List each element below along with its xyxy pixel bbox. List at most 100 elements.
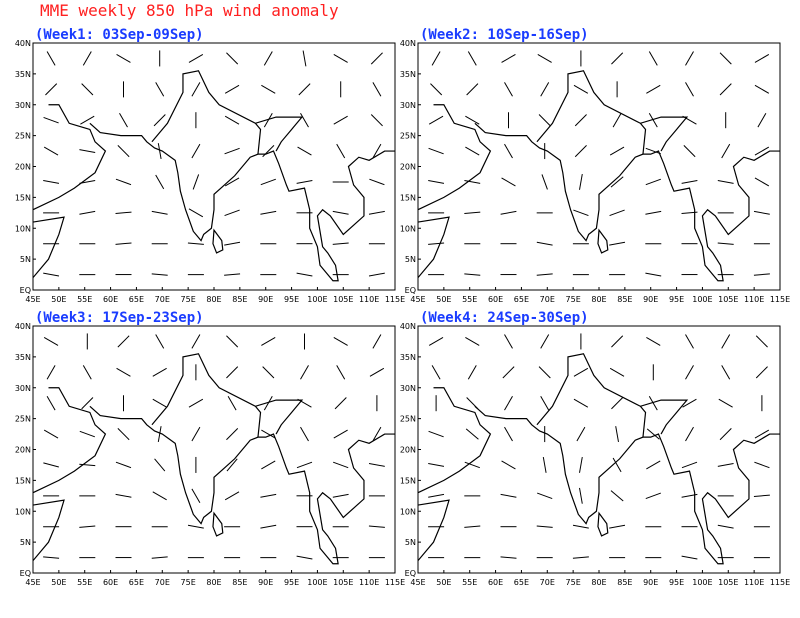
wind-vector — [372, 143, 382, 159]
wind-vector — [431, 365, 441, 380]
wind-vector — [467, 51, 477, 66]
wind-vector — [681, 555, 698, 560]
wind-vector — [191, 334, 201, 349]
wind-vector — [609, 146, 625, 156]
x-tick-label: 75E — [181, 295, 196, 304]
wind-vector — [370, 114, 383, 127]
wind-vector — [263, 51, 273, 66]
panel-title: (Week1: 03Sep-09Sep) — [35, 27, 204, 43]
wind-vector — [501, 460, 516, 470]
wind-vector — [579, 456, 583, 473]
wind-vector — [192, 174, 200, 190]
wind-vector — [428, 180, 445, 184]
wind-vector — [332, 210, 349, 215]
wind-vector — [646, 460, 661, 470]
wind-vector — [261, 84, 276, 94]
wind-vector — [368, 463, 385, 467]
y-tick-label: 10N — [15, 224, 31, 233]
x-tick-label: 115E — [770, 295, 790, 304]
wind-vector — [501, 177, 516, 187]
wind-vector — [368, 210, 385, 215]
wind-vector — [428, 463, 445, 467]
wind-vector — [572, 524, 589, 529]
wind-vector — [333, 54, 348, 63]
wind-vector — [43, 337, 59, 346]
wind-vector — [115, 493, 132, 498]
wind-vector — [81, 397, 94, 410]
wind-vector — [43, 116, 59, 124]
wind-vector — [757, 113, 767, 128]
wind-vector — [754, 429, 770, 439]
y-tick-label: 30N — [400, 384, 416, 393]
wind-vector — [117, 428, 130, 441]
x-tick-label: 110E — [744, 295, 764, 304]
wind-vector — [188, 208, 204, 218]
wind-vector — [117, 335, 130, 348]
wind-vector — [187, 242, 204, 245]
wind-vector — [224, 177, 240, 187]
wind-vector — [262, 366, 275, 379]
wind-vector — [43, 429, 59, 439]
wind-vector — [611, 335, 624, 348]
x-tick-label: 80E — [591, 578, 606, 587]
wind-vector — [685, 334, 694, 349]
wind-vector — [428, 242, 445, 245]
y-tick-label: 25N — [400, 415, 416, 424]
wind-vector — [334, 397, 347, 410]
wind-vector — [428, 147, 444, 155]
wind-vector — [224, 241, 241, 246]
wind-vector — [154, 458, 166, 472]
wind-vector — [609, 524, 626, 529]
x-tick-label: 95E — [669, 295, 684, 304]
wind-vector — [645, 492, 661, 500]
wind-vector — [224, 147, 240, 155]
wind-vector — [430, 83, 443, 96]
wind-vector — [43, 180, 60, 184]
y-tick-label: 20N — [400, 163, 416, 172]
x-tick-label: 105E — [333, 295, 353, 304]
wind-vector — [721, 143, 731, 159]
wind-vector — [612, 113, 622, 128]
wind-vector — [537, 54, 552, 63]
wind-vector — [681, 493, 698, 498]
wind-vector — [79, 180, 96, 184]
wind-vector — [645, 272, 662, 277]
wind-vector — [368, 272, 385, 277]
wind-vector — [717, 524, 734, 529]
y-tick-label: 40N — [400, 39, 416, 48]
y-tick-label: 15N — [400, 476, 416, 485]
wind-vector — [645, 178, 661, 186]
wind-vector — [685, 426, 694, 442]
wind-vector — [333, 429, 348, 439]
wind-vector — [45, 83, 58, 96]
wind-vector — [754, 461, 770, 469]
x-tick-label: 110E — [359, 295, 379, 304]
y-tick-label: 5N — [405, 538, 416, 547]
x-tick-label: 85E — [232, 295, 247, 304]
y-tick-label: 20N — [400, 446, 416, 455]
wind-vector — [297, 146, 312, 156]
wind-vector — [683, 145, 696, 158]
wind-vector — [116, 54, 131, 63]
wind-vector — [262, 145, 275, 158]
x-tick-label: 60E — [103, 578, 118, 587]
wind-vector — [227, 396, 237, 411]
wind-vector — [368, 525, 385, 528]
x-tick-label: 115E — [385, 578, 405, 587]
y-tick-label: EQ — [405, 569, 416, 578]
wind-vector — [501, 54, 516, 63]
wind-vector — [372, 334, 382, 349]
wind-vector — [502, 366, 515, 379]
x-tick-label: 95E — [669, 578, 684, 587]
wind-vector — [226, 458, 238, 472]
wind-vector — [681, 180, 698, 184]
wind-vector — [573, 209, 589, 217]
wind-vector — [260, 178, 276, 186]
wind-vector — [536, 241, 553, 246]
wind-vector — [300, 113, 309, 128]
wind-vector — [464, 461, 480, 469]
wind-vector — [753, 273, 770, 276]
wind-vector — [79, 210, 96, 215]
wind-vector — [754, 84, 770, 94]
